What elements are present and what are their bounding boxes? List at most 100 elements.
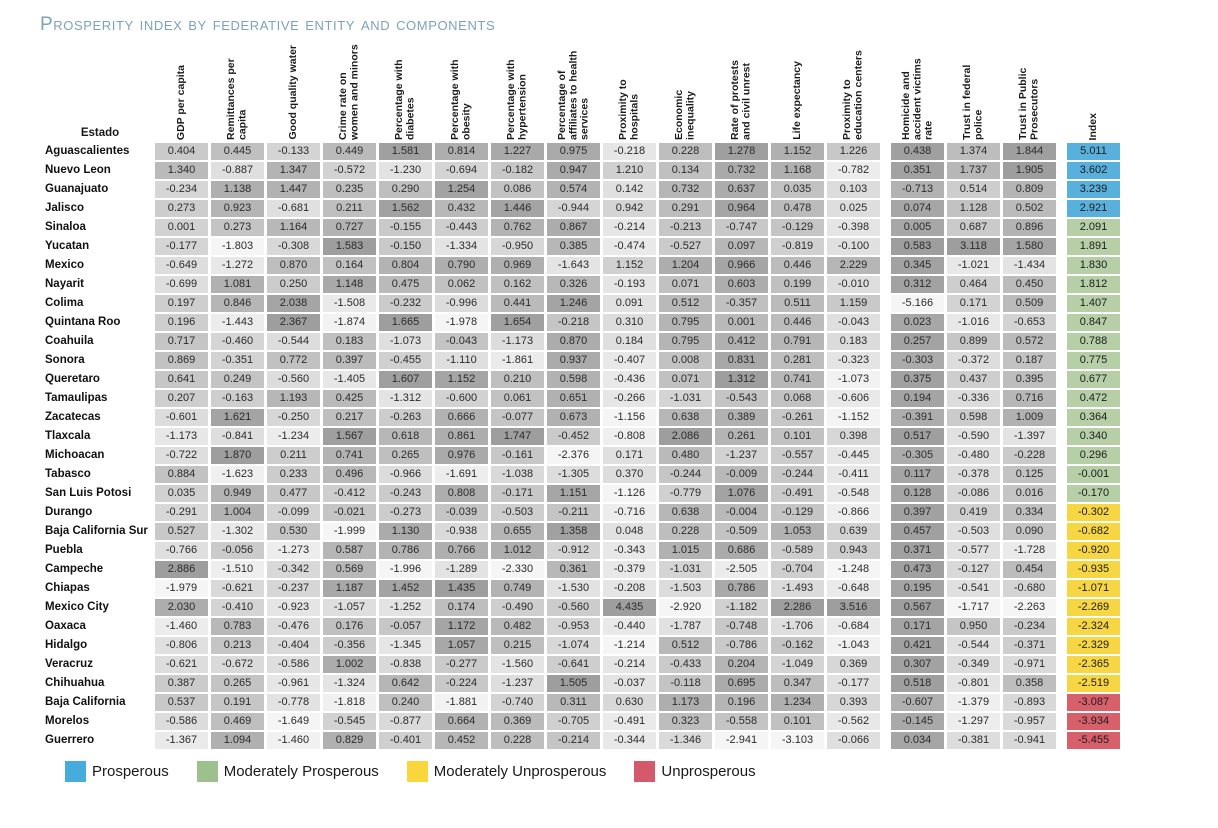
column-header-label: Percentage of affiliates to health servi…: [555, 50, 591, 140]
data-cell: -0.436: [603, 371, 656, 388]
table-header-row: Estado GDP per capita Remittances per cap…: [45, 42, 1218, 140]
data-cell: -0.218: [547, 314, 600, 331]
data-cell: -0.039: [435, 504, 488, 521]
data-cell: 1.152: [603, 257, 656, 274]
data-cell: -0.653: [1003, 314, 1056, 331]
data-cell: 1.057: [435, 637, 488, 654]
data-cell: 0.598: [547, 371, 600, 388]
data-cell: -1.074: [547, 637, 600, 654]
data-cell: 0.732: [715, 162, 768, 179]
data-cell: 0.964: [715, 200, 768, 217]
index-cell: 0.847: [1067, 314, 1120, 331]
data-cell: 0.345: [891, 257, 944, 274]
data-cell: -1.043: [827, 637, 880, 654]
table-row: Aguascalientes 0.404 0.445 -0.133 0.449 1.581…: [45, 143, 1218, 160]
data-cell: -0.544: [267, 333, 320, 350]
row-label-estado: Puebla: [45, 544, 83, 556]
data-cell: -0.606: [827, 390, 880, 407]
legend-item: Unprosperous: [634, 761, 756, 782]
row-label-estado: Durango: [45, 506, 93, 518]
data-cell: -0.589: [771, 542, 824, 559]
row-label-estado: Baja California Sur: [45, 525, 148, 537]
data-cell: -0.503: [491, 504, 544, 521]
data-cell: 0.228: [659, 523, 712, 540]
data-cell: 1.562: [379, 200, 432, 217]
data-cell: 0.829: [323, 732, 376, 749]
data-cell: 4.435: [603, 599, 656, 616]
data-cell: 0.480: [659, 447, 712, 464]
data-cell: -1.345: [379, 637, 432, 654]
index-cell: -2.519: [1067, 675, 1120, 692]
data-cell: -0.372: [947, 352, 1000, 369]
index-cell: 1.812: [1067, 276, 1120, 293]
data-cell: 0.207: [155, 390, 208, 407]
column-header-label: Economic inequality: [673, 89, 697, 140]
index-cell: 1.830: [1067, 257, 1120, 274]
data-cell: 1.151: [547, 485, 600, 502]
data-cell: 0.369: [491, 713, 544, 730]
row-label-estado: Sinaloa: [45, 221, 86, 233]
data-cell: 0.235: [323, 181, 376, 198]
row-label-estado: Jalisco: [45, 202, 84, 214]
table-row: Puebla -0.766 -0.056 -1.273 0.587 0.786 0.766 1…: [45, 542, 1218, 559]
data-cell: -0.957: [1003, 713, 1056, 730]
data-cell: 1.168: [771, 162, 824, 179]
data-cell: 0.311: [547, 694, 600, 711]
index-cell: 0.677: [1067, 371, 1120, 388]
row-label-estado: Hidalgo: [45, 639, 88, 651]
data-cell: -0.056: [211, 542, 264, 559]
data-cell: -0.786: [715, 637, 768, 654]
data-cell: 0.762: [491, 219, 544, 236]
page-title: Prosperity index by federative entity an…: [40, 14, 496, 35]
row-label-estado: Guanajuato: [45, 183, 109, 195]
data-cell: 0.034: [891, 732, 944, 749]
data-cell: 0.450: [1003, 276, 1056, 293]
data-cell: -0.163: [211, 390, 264, 407]
data-cell: 0.884: [155, 466, 208, 483]
data-cell: 0.062: [435, 276, 488, 293]
data-cell: -0.214: [547, 732, 600, 749]
data-cell: 1.128: [947, 200, 1000, 217]
data-cell: 0.183: [323, 333, 376, 350]
data-cell: -0.161: [491, 447, 544, 464]
data-cell: 1.621: [211, 409, 264, 426]
data-cell: 0.425: [323, 390, 376, 407]
data-cell: 0.142: [603, 181, 656, 198]
index-cell: -2.329: [1067, 637, 1120, 654]
data-cell: 1.152: [771, 143, 824, 160]
data-cell: 0.783: [211, 618, 264, 635]
data-cell: -1.460: [267, 732, 320, 749]
data-cell: 1.505: [547, 675, 600, 692]
column-header-label: Trust in Public Prosecutors: [1017, 67, 1041, 140]
data-cell: -0.261: [771, 409, 824, 426]
row-label-estado: Quintana Roo: [45, 316, 121, 328]
data-cell: 1.002: [323, 656, 376, 673]
data-cell: 1.374: [947, 143, 1000, 160]
index-cell: 3.239: [1067, 181, 1120, 198]
row-label-estado: Nuevo Leon: [45, 164, 111, 176]
data-cell: -0.577: [947, 542, 1000, 559]
data-cell: 2.886: [155, 561, 208, 578]
data-cell: -0.491: [771, 485, 824, 502]
table-row: Tlaxcala -1.173 -0.841 -1.234 1.567 0.618 0.86…: [45, 428, 1218, 445]
data-cell: -1.503: [659, 580, 712, 597]
data-cell: -1.182: [715, 599, 768, 616]
data-cell: 0.686: [715, 542, 768, 559]
data-cell: -0.887: [211, 162, 264, 179]
row-label-estado: Campeche: [45, 563, 104, 575]
data-cell: -0.541: [947, 580, 1000, 597]
data-cell: 1.844: [1003, 143, 1056, 160]
data-cell: 0.074: [891, 200, 944, 217]
data-cell: 3.516: [827, 599, 880, 616]
data-cell: 0.502: [1003, 200, 1056, 217]
data-cell: -2.920: [659, 599, 712, 616]
data-cell: -0.379: [603, 561, 656, 578]
data-cell: 0.204: [715, 656, 768, 673]
data-cell: 1.312: [715, 371, 768, 388]
data-cell: -0.641: [547, 656, 600, 673]
table-row: Baja California Sur 0.527 -1.302 0.530 -1.99…: [45, 523, 1218, 540]
data-cell: -0.445: [827, 447, 880, 464]
data-cell: -1.173: [491, 333, 544, 350]
data-cell: -1.057: [323, 599, 376, 616]
legend-item: Prosperous: [65, 761, 169, 782]
